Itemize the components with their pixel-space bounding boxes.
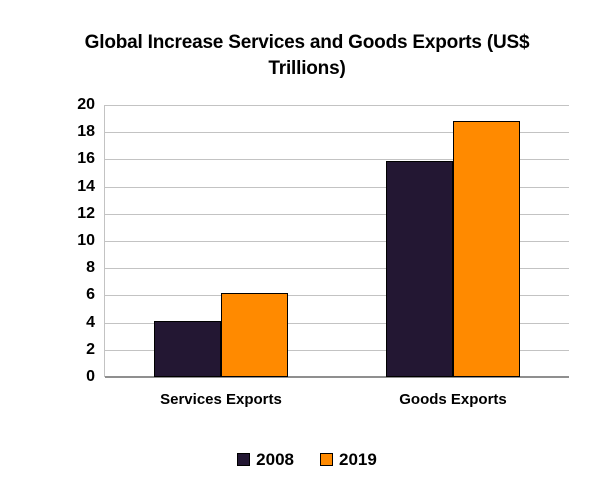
gridline [105,295,569,297]
category-label-goods-exports: Goods Exports [399,391,507,408]
gridline [105,186,569,188]
y-tick-label: 18 [77,123,95,141]
y-tick-label: 0 [86,368,95,385]
bar-2008-goods-exports [386,160,453,377]
gridline [105,241,569,242]
gridline [105,268,569,270]
bars-container [105,105,569,377]
category-label-services-exports: Services Exports [160,391,282,408]
gridline [105,349,569,351]
plot-area: Services Exports Goods Exports 0 2 4 6 8 10 12 1… [77,97,569,408]
legend-swatch-2019 [320,453,333,466]
legend-swatch-2008 [237,453,251,466]
gridline [105,159,569,161]
x-axis-line [105,376,569,378]
legend: 2008 2019 [0,451,614,468]
bar-2019-goods-exports [453,121,520,377]
gridline [105,105,569,106]
bar-2008-services-exports [154,321,221,377]
bar-group-services-exports [105,105,337,377]
y-tick-label: 8 [86,259,95,277]
gridline [105,322,569,324]
legend-label-2008: 2008 [256,450,294,469]
x-labels: Services Exports Goods Exports [105,391,569,408]
y-tick-label: 6 [86,286,95,304]
y-tick-label: 12 [77,204,95,222]
bar-2019-services-exports [221,292,288,377]
legend-label-2019: 2019 [339,450,377,469]
y-tick-label: 14 [77,177,95,195]
gridline [105,132,569,134]
y-tick-label: 4 [86,313,95,331]
y-tick-label: 20 [77,96,95,113]
bar-group-goods-exports [337,105,569,377]
legend-item-2019: 2019 [320,451,377,468]
legend-item-2008: 2008 [237,451,294,468]
chart-title: Global Increase Services and Goods Expor… [84,32,530,79]
y-tick-label: 16 [77,150,95,168]
y-tick-label: 10 [77,232,95,249]
y-tick-label: 2 [86,340,95,358]
gridline [105,213,569,215]
